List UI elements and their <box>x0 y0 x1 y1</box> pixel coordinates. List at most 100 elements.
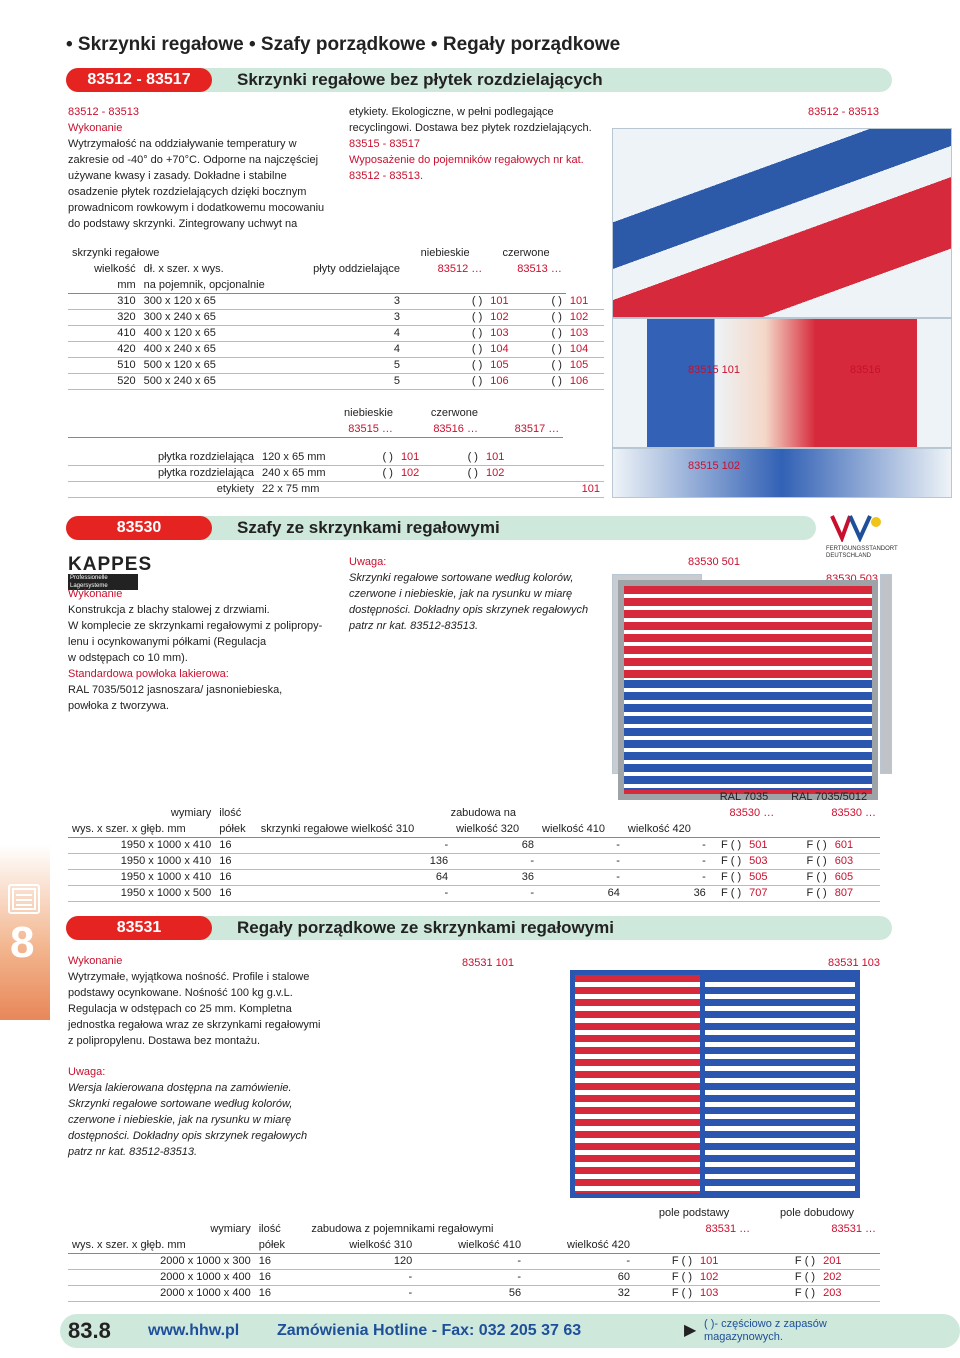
table-cell: 16 <box>215 869 257 886</box>
table-cell: 500 x 120 x 65 <box>139 357 267 374</box>
arrow-icon: ▶ <box>684 1322 697 1339</box>
text-line: osadzenie płytek rozdzielających dzięki … <box>68 186 307 198</box>
image-label: 83531 101 <box>462 957 514 969</box>
table-cell: 36 <box>452 869 539 886</box>
sec3-note: Uwaga: Wersja lakierowana dostępna na za… <box>68 1064 338 1160</box>
table-header: zabudowa na <box>450 807 517 819</box>
text-line: Konstrukcja z blachy stalowej z drzwiami… <box>68 604 270 616</box>
table-row: 2000 x 1000 x 400 16-56 32 F ( ) 103 F ( ) 203 <box>68 1285 880 1302</box>
table-cell: ( ) <box>447 465 482 482</box>
section-code: 83531 <box>66 916 212 940</box>
text-line: etykiety. Ekologiczne, w pełni podlegają… <box>349 106 554 118</box>
spacer <box>68 437 563 449</box>
table-cell: 807 <box>830 885 880 902</box>
table-cell: płytka rozdzielająca <box>68 449 258 466</box>
table-header: wielkość 410 <box>538 821 624 838</box>
table-cell: - <box>623 869 710 886</box>
table-cell: 106 <box>486 373 534 390</box>
table-cell: 1950 x 1000 x 410 <box>68 853 216 870</box>
shelf-rack-extension-image <box>700 970 860 1198</box>
text-line: Wersja lakierowana dostępna na zamówieni… <box>68 1082 292 1094</box>
table-cell: 102 <box>696 1269 755 1286</box>
table-cell: 500 x 240 x 65 <box>139 373 267 390</box>
table-cell: 1950 x 1000 x 500 <box>68 885 216 902</box>
quality-logo-icon <box>828 508 884 544</box>
table-header: 83513 … <box>517 263 562 275</box>
table-cell: 105 <box>486 357 534 374</box>
table-cell: ( ) <box>368 465 397 482</box>
table-header-empty <box>68 421 258 438</box>
table-cell: 16 <box>215 837 257 854</box>
website-link[interactable]: www.hhw.pl <box>148 1322 240 1339</box>
table-cell: F ( ) <box>709 837 746 854</box>
section-title: Szafy ze skrzynkami regałowymi <box>237 518 500 537</box>
table-cell: 603 <box>830 853 880 870</box>
table-cell: 103 <box>486 325 534 342</box>
image-label: 83530 501 <box>688 556 740 568</box>
text-line: czerwone i niebieskie, jak na rysunku w … <box>349 588 573 600</box>
table-cell: 3 <box>266 293 404 310</box>
table-header: RAL 7035/5012 <box>791 791 868 803</box>
table-header: RAL 7035 <box>719 791 769 803</box>
table-cell: 2000 x 1000 x 300 <box>68 1253 255 1270</box>
table-cell: F ( ) <box>778 837 831 854</box>
table-header: 83516 … <box>396 421 482 438</box>
brand-logo: KAPPES Professionelle Lagersysteme <box>68 555 151 590</box>
table-cell: płytka rozdzielająca <box>68 465 258 482</box>
table-cell: 4 <box>266 325 404 342</box>
table-cell: F ( ) <box>778 853 831 870</box>
table-cell: 101 <box>486 293 534 310</box>
dividers-table: niebieskie czerwone 83515 … 83516 … 8351… <box>68 405 604 498</box>
table-cell <box>368 481 397 498</box>
table-header: wielkość 310 <box>307 1237 417 1254</box>
table-cell: 102 <box>396 465 448 482</box>
text-line: lenu i ocynkowanymi półkami (Regulacja <box>68 636 267 648</box>
table-header-empty <box>482 405 563 421</box>
table-row: 310 300 x 120 x 65 3( ) 101( ) 101 <box>68 293 604 310</box>
cabinet-blue-bins <box>624 680 872 790</box>
table-cell: 16 <box>254 1269 308 1286</box>
catalog-icon <box>8 884 40 914</box>
text-line: Wyposażenie do pojemników regałowych nr … <box>349 154 584 166</box>
table-header: pole podstawy <box>658 1207 730 1219</box>
text-line: w odstępach co 10 mm). <box>68 652 188 664</box>
table-cell: 310 <box>68 293 140 310</box>
table-cell: F ( ) <box>709 853 746 870</box>
table-cell: ( ) <box>533 309 566 326</box>
text-line: patrz nr kat. 83512-83513. <box>68 1146 198 1158</box>
table-header: wielkość 410 <box>416 1237 526 1254</box>
table-header: wielkość <box>94 263 136 275</box>
table-cell: 16 <box>215 853 257 870</box>
table-cell: 410 <box>68 325 140 342</box>
table-cell: - <box>525 1253 634 1270</box>
table-cell: 16 <box>254 1285 308 1302</box>
table-cell: 102 <box>481 465 564 482</box>
table-header: 83531 … <box>831 1223 876 1235</box>
text-line: RAL 7035/5012 jasnoszara/ jasnoniebieska… <box>68 684 283 696</box>
shelf-rack-image <box>570 970 720 1198</box>
cabinet-door-right-image <box>880 574 892 774</box>
table-header: wys. x szer. x głęb. mm <box>68 1237 255 1254</box>
table-cell: F ( ) <box>778 869 831 886</box>
table-row: 520 500 x 240 x 65 5( ) 106( ) 106 <box>68 373 604 390</box>
table-cell: F ( ) <box>754 1285 820 1302</box>
text-line: Standardowa powłoka lakierowa: <box>68 668 229 680</box>
table-cell <box>563 449 604 466</box>
table-row: 320 300 x 240 x 65 3( ) 102( ) 102 <box>68 309 604 326</box>
table-cell: F ( ) <box>709 885 746 902</box>
section-code: 83530 <box>66 516 212 540</box>
table-cell: 16 <box>215 885 257 902</box>
text-line: patrz nr kat. 83512-83513. <box>349 620 479 632</box>
sec2-description: Wykonanie Konstrukcja z blachy stalowej … <box>68 586 328 714</box>
table-cell: - <box>538 853 624 870</box>
table-cell: 104 <box>486 341 534 358</box>
table-cell: 203 <box>819 1285 880 1302</box>
hotline-text: Zamówienia Hotline - Fax: 032 205 37 63 <box>277 1322 582 1339</box>
table-cell: 105 <box>565 357 604 374</box>
sec1-description: 83512 - 83513 Wykonanie Wytrzymałość na … <box>68 104 338 232</box>
text-line: Wytrzymałe, wyjątkowa nośność. Profile i… <box>68 971 310 983</box>
section-title: Regały porządkowe ze skrzynkami regałowy… <box>237 918 614 937</box>
table-cell: - <box>307 1269 417 1286</box>
table-header-empty <box>68 1205 634 1221</box>
table-cell: F ( ) <box>754 1253 820 1270</box>
